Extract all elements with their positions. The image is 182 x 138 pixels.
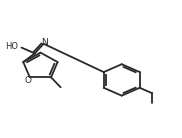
Text: N: N [41,38,48,47]
Text: O: O [25,76,31,85]
Text: HO: HO [5,42,18,51]
